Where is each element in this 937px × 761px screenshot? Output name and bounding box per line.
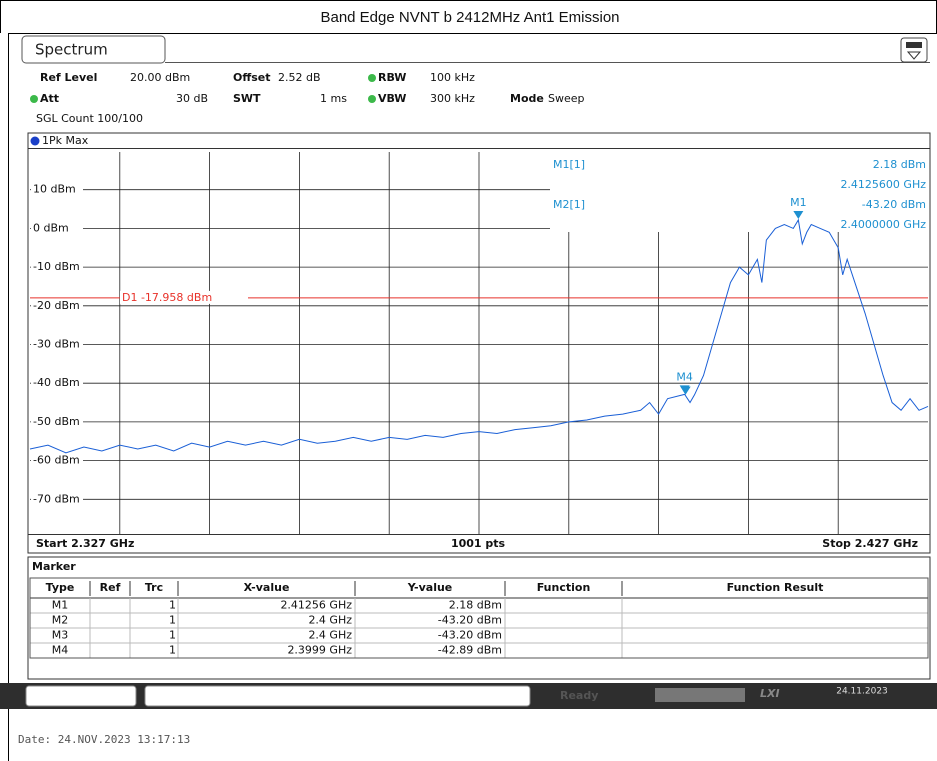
cell-trc: 1 xyxy=(169,644,176,657)
setting-label: Ref Level xyxy=(40,71,97,84)
marker-label: M1 xyxy=(790,196,807,209)
status-field[interactable] xyxy=(25,685,137,707)
marker-title: Marker xyxy=(32,560,76,573)
y-tick-label: -30 dBm xyxy=(33,338,80,351)
cell-y: 2.18 dBm xyxy=(449,599,502,612)
status-dot xyxy=(368,95,376,103)
setting-label: SWT xyxy=(233,92,261,105)
cell-type: M3 xyxy=(52,629,69,642)
start-label: Start 2.327 GHz xyxy=(36,537,134,550)
y-tick-label: -70 dBm xyxy=(33,492,80,505)
status-state: Ready xyxy=(560,689,598,702)
tick-bg xyxy=(31,414,83,429)
table-header: Function Result xyxy=(727,581,824,594)
setting-label: RBW xyxy=(378,71,406,84)
table-header: Type xyxy=(46,581,75,594)
y-tick-label: -40 dBm xyxy=(33,376,80,389)
readout-value: -43.20 dBm xyxy=(862,198,926,211)
setting-value: 300 kHz xyxy=(430,92,475,105)
trace xyxy=(29,218,929,454)
tick-bg xyxy=(31,182,83,197)
setting-label: VBW xyxy=(378,92,406,105)
marker xyxy=(793,210,804,219)
readout-name: M1[1] xyxy=(553,158,585,171)
cell-y: -43.20 dBm xyxy=(438,629,502,642)
marker-label: M4 xyxy=(676,370,693,383)
tick-bg xyxy=(31,260,83,275)
lxi-logo: LXI xyxy=(760,687,780,700)
menu-icon xyxy=(906,42,922,48)
footer-date: Date: 24.NOV.2023 13:17:13 xyxy=(18,733,190,746)
readout-value: 2.4125600 GHz xyxy=(840,178,926,191)
setting-value: Sweep xyxy=(548,92,585,105)
display-line-bg xyxy=(120,290,248,304)
table-header: X-value xyxy=(244,581,290,594)
y-tick-label: 0 dBm xyxy=(33,221,69,234)
y-tick-label: -50 dBm xyxy=(33,415,80,428)
table-header: Function xyxy=(537,581,591,594)
tab[interactable] xyxy=(21,35,166,64)
setting-value: 30 dB xyxy=(176,92,208,105)
progress xyxy=(655,688,745,702)
cell-type: M4 xyxy=(52,644,69,657)
status-date: 24.11.2023 xyxy=(836,687,888,697)
cell-x: 2.4 GHz xyxy=(308,629,352,642)
status-field[interactable] xyxy=(144,685,531,707)
cell-trc: 1 xyxy=(169,629,176,642)
setting-value: 1 ms xyxy=(320,92,347,105)
cell-x: 2.3999 GHz xyxy=(287,644,352,657)
cell-x: 2.4 GHz xyxy=(308,614,352,627)
display-line-label: D1 -17.958 dBm xyxy=(122,291,212,304)
cell-y: -42.89 dBm xyxy=(438,644,502,657)
readout-value: 2.4000000 GHz xyxy=(840,218,926,231)
y-tick-label: 10 dBm xyxy=(33,183,76,196)
tick-bg xyxy=(31,492,83,507)
readout-bg xyxy=(550,152,928,232)
setting-value: 20.00 dBm xyxy=(130,71,190,84)
tick-bg xyxy=(31,221,83,236)
cell-trc: 1 xyxy=(169,599,176,612)
readout-value: 2.18 dBm xyxy=(873,158,926,171)
table-header: Ref xyxy=(100,581,121,594)
trace-label: 1Pk Max xyxy=(42,134,89,147)
tick-bg xyxy=(31,298,83,313)
cell-trc: 1 xyxy=(169,614,176,627)
table-header: Y-value xyxy=(407,581,453,594)
table-frame xyxy=(29,577,929,659)
tab-label: Spectrum xyxy=(35,41,108,59)
cell-x: 2.41256 GHz xyxy=(280,599,352,612)
status-dot xyxy=(368,74,376,82)
setting-value: 100 kHz xyxy=(430,71,475,84)
tick-bg xyxy=(31,453,83,468)
setting-label: Offset xyxy=(233,71,271,84)
tick-bg xyxy=(31,376,83,391)
cell-type: M2 xyxy=(52,614,69,627)
y-tick-label: -10 dBm xyxy=(33,260,80,273)
trace-dot xyxy=(30,136,40,146)
title: Band Edge NVNT b 2412MHz Ant1 Emission xyxy=(320,9,619,26)
readout-name: M2[1] xyxy=(553,198,585,211)
setting-label: Mode xyxy=(510,92,544,105)
marker xyxy=(679,385,690,394)
sgl-count: SGL Count 100/100 xyxy=(36,112,143,125)
status-dot xyxy=(30,95,38,103)
menu-icon xyxy=(906,51,922,60)
y-tick-label: -20 dBm xyxy=(33,299,80,312)
points-label: 1001 pts xyxy=(451,537,506,550)
tick-bg xyxy=(31,337,83,352)
setting-value: 2.52 dB xyxy=(278,71,321,84)
stop-label: Stop 2.427 GHz xyxy=(822,537,918,550)
setting-label: Att xyxy=(40,92,59,105)
table-header: Trc xyxy=(145,581,163,594)
cell-type: M1 xyxy=(52,599,69,612)
cell-y: -43.20 dBm xyxy=(438,614,502,627)
y-tick-label: -60 dBm xyxy=(33,454,80,467)
